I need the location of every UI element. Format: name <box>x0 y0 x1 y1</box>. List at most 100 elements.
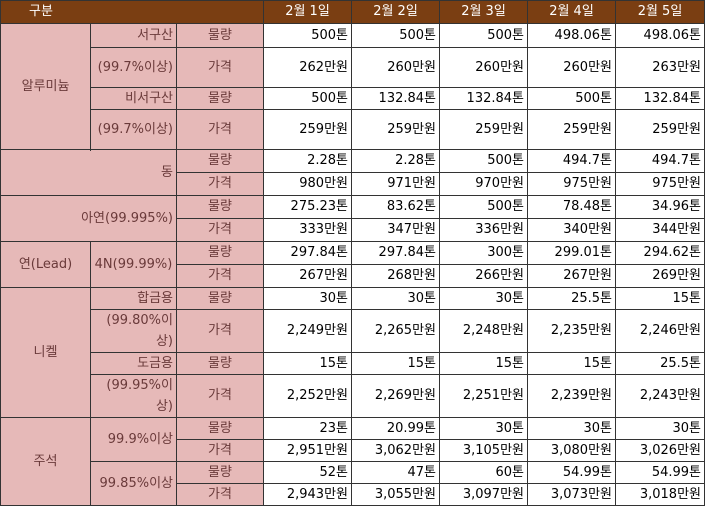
date-header: 2월 3일 <box>439 0 528 24</box>
table-row: 연(Lead) 4N(99.99%) 물량 297.84톤 297.84톤 30… <box>0 241 705 288</box>
qty-label: 물량 <box>176 241 264 265</box>
qty-cell: 54.99톤 <box>615 461 705 484</box>
qty-cell: 30톤 <box>439 417 528 440</box>
qty-cell: 494.7톤 <box>615 149 705 173</box>
metal-nickel: 니켈 <box>0 287 91 418</box>
qty-cell: 500톤 <box>263 23 352 48</box>
price-cell: 266만원 <box>439 264 528 288</box>
qty-cell: 500톤 <box>263 87 352 110</box>
price-cell: 263만원 <box>615 47 705 88</box>
price-label: 가격 <box>176 483 264 506</box>
price-cell: 3,073만원 <box>527 483 616 506</box>
category-header: 구분 <box>0 0 264 24</box>
table-row: 동 물량 2.28톤 2.28톤 500톤 494.7톤 494.7톤 <box>0 149 705 196</box>
price-cell: 347만원 <box>351 218 440 242</box>
table-row: 99.85%이상 물량 52톤 47톤 60톤 54.99톤 54.99톤 <box>1 461 705 506</box>
qty-cell: 299.01톤 <box>527 241 616 265</box>
qty-cell: 494.7톤 <box>527 149 616 173</box>
price-cell: 259만원 <box>263 109 352 150</box>
qty-cell: 297.84톤 <box>263 241 352 265</box>
price-cell: 2,249만원 <box>263 309 352 353</box>
table-row: 주석 99.9%이상 물량 23톤 20.99톤 30톤 30톤 30톤 <box>0 417 705 506</box>
table-row: 도금용 물량 15톤 15톤 15톤 15톤 25.5톤 <box>1 352 705 375</box>
qty-cell: 30톤 <box>615 417 705 440</box>
price-cell: 267만원 <box>263 264 352 288</box>
qty-cell: 23톤 <box>263 417 352 440</box>
date-header: 2월 1일 <box>263 0 352 24</box>
qty-cell: 30톤 <box>263 287 352 310</box>
qty-cell: 2.28톤 <box>263 149 352 173</box>
price-cell: 260만원 <box>527 47 616 88</box>
date-header: 2월 4일 <box>527 0 616 24</box>
sub-grade: 4N(99.99%) <box>90 241 177 288</box>
qty-cell: 2.28톤 <box>351 149 440 173</box>
qty-label: 물량 <box>176 287 264 310</box>
price-cell: 971만원 <box>351 172 440 196</box>
qty-cell: 54.99톤 <box>527 461 616 484</box>
sub-purity: (99.95%이상) <box>90 374 177 418</box>
price-cell: 259만원 <box>615 109 705 150</box>
qty-cell: 500톤 <box>439 23 528 48</box>
price-label: 가격 <box>176 47 264 88</box>
table-row: 가격 980만원 971만원 970만원 975만원 975만원 <box>1 172 705 196</box>
price-cell: 333만원 <box>263 218 352 242</box>
price-cell: 3,062만원 <box>351 439 440 462</box>
price-label: 가격 <box>176 264 264 288</box>
price-cell: 259만원 <box>439 109 528 150</box>
qty-cell: 498.06톤 <box>615 23 705 48</box>
table-row: 가격 267만원 268만원 266만원 267만원 269만원 <box>1 264 705 288</box>
sub-grade: 99.85%이상 <box>90 461 177 506</box>
qty-cell: 297.84톤 <box>351 241 440 265</box>
qty-cell: 20.99톤 <box>351 417 440 440</box>
price-cell: 336만원 <box>439 218 528 242</box>
metal-lead: 연(Lead) <box>0 241 91 288</box>
price-cell: 259만원 <box>527 109 616 150</box>
qty-cell: 60톤 <box>439 461 528 484</box>
table-row: (99.7%이상) 가격 262만원 260만원 260만원 260만원 263… <box>1 47 705 88</box>
date-header: 2월 5일 <box>615 0 705 24</box>
table-row: 니켈 합금용 물량 30톤 30톤 30톤 25.5톤 15톤 <box>0 287 705 418</box>
price-cell: 260만원 <box>439 47 528 88</box>
price-cell: 3,018만원 <box>615 483 705 506</box>
qty-cell: 25.5톤 <box>527 287 616 310</box>
table-row: 아연(99.995%) 물량 275.23톤 83.62톤 500톤 78.48… <box>0 195 705 242</box>
price-label: 가격 <box>176 172 264 196</box>
price-label: 가격 <box>176 309 264 353</box>
qty-cell: 294.62톤 <box>615 241 705 265</box>
qty-cell: 500톤 <box>439 149 528 173</box>
header-row: 구분 2월 1일 2월 2일 2월 3일 2월 4일 2월 5일 <box>0 0 705 24</box>
price-cell: 2,943만원 <box>263 483 352 506</box>
price-label: 가격 <box>176 374 264 418</box>
qty-cell: 78.48톤 <box>527 195 616 219</box>
sub-purity: (99.80%이상) <box>90 309 177 353</box>
table-row: 가격 333만원 347만원 336만원 340만원 344만원 <box>1 218 705 242</box>
sub-name: 비서구산 <box>90 87 177 110</box>
price-cell: 970만원 <box>439 172 528 196</box>
qty-cell: 500톤 <box>351 23 440 48</box>
qty-cell: 132.84톤 <box>439 87 528 110</box>
table-row: 가격 2,951만원 3,062만원 3,105만원 3,080만원 3,026… <box>1 439 705 462</box>
metal-copper: 동 <box>0 149 177 196</box>
qty-label: 물량 <box>176 352 264 375</box>
price-cell: 2,269만원 <box>351 374 440 418</box>
price-cell: 2,251만원 <box>439 374 528 418</box>
qty-cell: 30톤 <box>439 287 528 310</box>
price-cell: 2,235만원 <box>527 309 616 353</box>
price-cell: 2,951만원 <box>263 439 352 462</box>
qty-cell: 300톤 <box>439 241 528 265</box>
qty-label: 물량 <box>176 417 264 440</box>
qty-label: 물량 <box>176 461 264 484</box>
metal-zinc: 아연(99.995%) <box>0 195 177 242</box>
qty-cell: 52톤 <box>263 461 352 484</box>
sub-name: 합금용 <box>90 287 177 310</box>
price-cell: 268만원 <box>351 264 440 288</box>
price-cell: 262만원 <box>263 47 352 88</box>
price-cell: 980만원 <box>263 172 352 196</box>
qty-cell: 30톤 <box>351 287 440 310</box>
price-cell: 975만원 <box>527 172 616 196</box>
table-row: (99.95%이상) 가격 2,252만원 2,269만원 2,251만원 2,… <box>1 374 705 418</box>
date-header: 2월 2일 <box>351 0 440 24</box>
price-cell: 3,080만원 <box>527 439 616 462</box>
qty-cell: 30톤 <box>527 417 616 440</box>
